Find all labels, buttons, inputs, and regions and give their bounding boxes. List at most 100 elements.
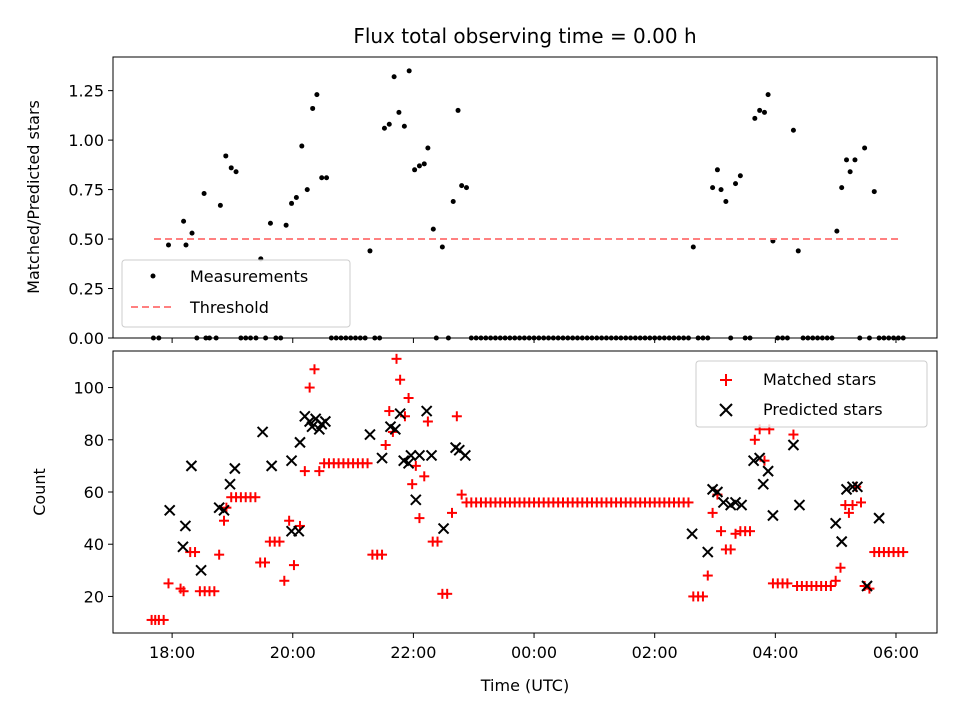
matched-star-point	[314, 466, 325, 477]
measurement-point	[795, 248, 801, 254]
predicted-star-point	[293, 525, 305, 537]
predicted-star-point	[735, 499, 748, 511]
predicted-star-point	[364, 428, 376, 441]
measurement-point	[293, 195, 299, 200]
measurement-point	[844, 157, 850, 163]
predicted-star-point	[787, 439, 800, 451]
matched-star-point	[432, 536, 443, 547]
predicted-star-point	[873, 512, 885, 524]
bottom-x-axis-label: Time (UTC)	[480, 676, 569, 695]
measurement-point	[233, 169, 239, 175]
measurement-point	[319, 175, 325, 181]
measurement-point	[871, 189, 877, 195]
legend-predicted-label: Predicted stars	[763, 400, 883, 419]
measurement-point	[391, 74, 397, 80]
predicted-star-point	[437, 522, 450, 535]
bottom-legend-box	[695, 360, 928, 428]
matched-star-point	[707, 507, 718, 518]
matched-star-point	[782, 578, 793, 589]
matched-star-point	[299, 466, 310, 477]
matched-star-point	[835, 562, 846, 573]
y-tick-label: 40	[84, 535, 104, 554]
predicted-star-point	[767, 509, 779, 522]
predicted-star-point	[376, 452, 388, 464]
predicted-star-point	[686, 528, 698, 540]
matched-star-point	[843, 507, 854, 518]
predicted-star-point	[835, 535, 848, 548]
predicted-star-point	[753, 452, 766, 464]
measurement-point	[406, 68, 412, 74]
x-tick-label: 06:00	[873, 643, 919, 662]
x-tick-label: 22:00	[390, 643, 436, 662]
measurement-point	[718, 187, 724, 193]
y-tick-label: 0.50	[68, 230, 104, 249]
predicted-star-point	[829, 517, 842, 530]
matched-star-point	[697, 591, 708, 602]
measurement-point	[463, 185, 469, 191]
matched-star-point	[288, 560, 299, 571]
matched-star-point	[749, 434, 760, 445]
measurement-point	[425, 145, 431, 151]
measurement-point	[450, 198, 456, 204]
measurement-point	[324, 175, 330, 181]
matched-star-point	[395, 374, 406, 385]
matched-star-point	[442, 588, 453, 599]
matched-star-point	[362, 458, 373, 469]
y-tick-label: 1.25	[68, 82, 104, 101]
matched-star-point	[384, 406, 395, 417]
y-tick-label: 0.00	[68, 329, 104, 348]
matched-star-point	[158, 614, 169, 625]
measurement-point	[834, 228, 840, 234]
measurement-point	[181, 218, 187, 224]
matched-star-point	[209, 586, 220, 597]
top-legend-box	[121, 259, 351, 328]
matched-star-point	[284, 515, 295, 526]
matched-star-point	[725, 544, 736, 555]
top-chart-title: Flux total observing time = 0.00 h	[353, 24, 696, 48]
predicted-star-point	[420, 405, 433, 417]
x-tick-label: 00:00	[511, 643, 557, 662]
y-tick-label: 1.00	[68, 131, 104, 150]
measurement-point	[714, 167, 720, 173]
matched-star-point	[250, 492, 261, 503]
predicted-star-point	[294, 436, 306, 449]
matched-star-point	[380, 440, 391, 450]
measurement-point	[862, 145, 868, 151]
measurement-point	[189, 230, 195, 236]
x-tick-label: 18:00	[149, 643, 195, 662]
measurement-point	[765, 92, 771, 98]
matched-star-point	[414, 513, 425, 524]
bottom-y-axis-label: Count	[30, 468, 49, 516]
bottom-axes-frame	[112, 350, 938, 634]
measurement-point	[165, 242, 171, 248]
matched-star-point	[422, 416, 433, 427]
x-tick-label: 02:00	[632, 643, 678, 662]
measurement-point	[183, 242, 189, 248]
matched-star-point	[716, 526, 727, 537]
measurement-point	[401, 123, 407, 129]
predicted-star-point	[717, 496, 730, 509]
matched-star-point	[407, 479, 418, 490]
legend-measurements-label: Measurements	[190, 267, 308, 286]
top-plot-area: 0.00 0.25 0.50 0.75 1.00 1.25	[68, 56, 938, 348]
legend-matched-label: Matched stars	[763, 370, 876, 389]
predicted-star-point	[229, 462, 241, 475]
measurement-point	[690, 244, 696, 250]
predicted-star-point	[265, 460, 278, 472]
matched-star-point	[214, 549, 225, 560]
measurement-point	[761, 109, 767, 115]
predicted-star-point	[413, 449, 426, 462]
predicted-star-point	[285, 454, 298, 467]
predicted-star-point	[757, 478, 769, 490]
predicted-star-point	[195, 564, 207, 577]
measurement-point	[386, 121, 392, 127]
measurement-point	[217, 202, 223, 208]
matched-star-point	[855, 497, 866, 508]
measurement-point	[201, 191, 207, 197]
matched-star-point	[825, 581, 836, 591]
legend-predicted-marker	[719, 403, 733, 417]
measurement-point	[757, 107, 763, 113]
predicted-star-point	[394, 407, 406, 420]
matched-star-point	[274, 536, 285, 547]
measurement-point	[381, 125, 387, 131]
